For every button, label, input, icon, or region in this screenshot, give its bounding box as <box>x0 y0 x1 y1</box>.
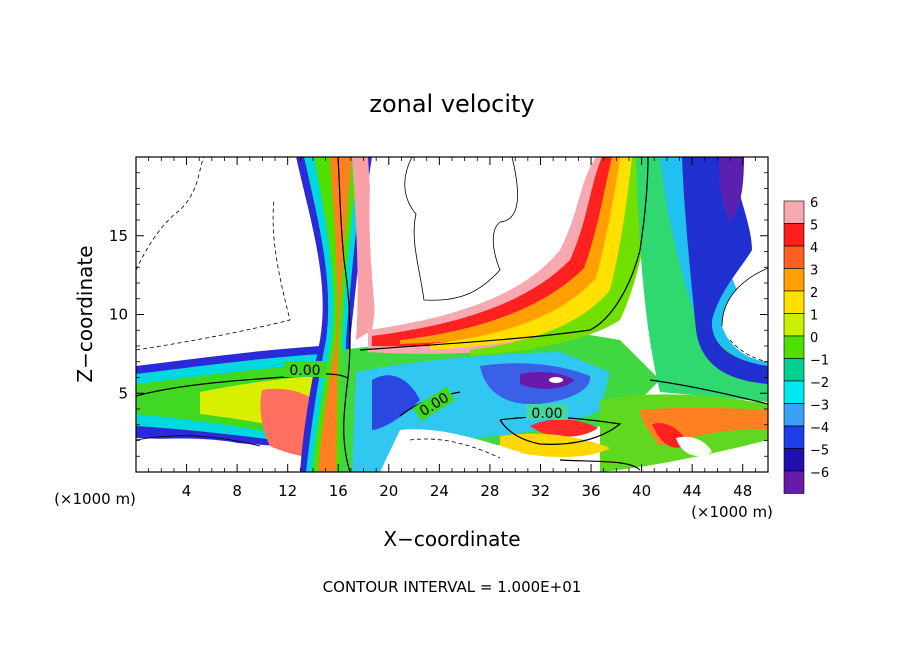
colorbar-label: −5 <box>810 444 829 459</box>
colorbar-swatch <box>783 448 805 472</box>
x-tick-label: 44 <box>683 482 702 500</box>
x-axis-label: X−coordinate <box>383 527 520 551</box>
field-bottom-right-white <box>676 436 712 456</box>
x-tick-label: 28 <box>480 482 499 500</box>
contour-thin-2 <box>136 435 261 447</box>
contour-thin-3 <box>721 267 768 327</box>
x-unit-left: (×1000 m) <box>54 490 136 508</box>
field-column-orange <box>318 157 352 472</box>
colorbar-label: 6 <box>810 196 818 211</box>
y-tick-label: 5 <box>118 384 128 402</box>
plot-area: 0.00 0.00 0.00 <box>136 157 768 472</box>
field-right-blue <box>682 157 768 384</box>
colorbar-label: −4 <box>810 421 829 436</box>
colorbar-swatch <box>783 313 805 337</box>
x-axis-ticks: 4 8 12 16 20 24 28 32 36 40 44 48 <box>148 157 756 500</box>
x-tick-label: 32 <box>531 482 550 500</box>
colorbar-label: 5 <box>810 219 818 234</box>
field-center-white-spot <box>549 377 563 383</box>
contour-label-1: 0.00 <box>289 363 320 379</box>
x-tick-label: 36 <box>581 482 600 500</box>
colorbar-label: 1 <box>810 309 818 324</box>
colorbar-swatch <box>783 425 805 449</box>
field-jet-green <box>470 157 656 356</box>
x-tick-label: 40 <box>632 482 651 500</box>
contour-zero-jet <box>359 157 649 351</box>
colorbar-label: 3 <box>810 264 818 279</box>
colorbar-label: −3 <box>810 399 829 414</box>
field-right-white <box>722 268 768 362</box>
contour-thin-1 <box>404 157 518 301</box>
y-axis-ticks: 5 10 15 <box>109 172 768 457</box>
colorbar-label: 4 <box>810 241 818 256</box>
contour-dashed-2 <box>136 199 291 351</box>
x-tick-label: 24 <box>430 482 449 500</box>
x-tick-label: 12 <box>278 482 297 500</box>
colorbar-label: −2 <box>810 376 829 391</box>
x-unit-right: (×1000 m) <box>691 503 773 521</box>
field-bottom-yellow-blob <box>500 433 610 457</box>
colorbar-swatch <box>783 200 805 224</box>
field-center-purple <box>520 372 574 389</box>
colorbar-label: 2 <box>810 286 818 301</box>
field-jet-orange <box>400 157 632 344</box>
colorbar-swatch <box>783 268 805 292</box>
contour-dashed-1 <box>136 157 205 271</box>
field-white-lower-left <box>136 438 280 472</box>
colorbar-label: 0 <box>810 331 818 346</box>
contour-zero-left <box>136 157 351 397</box>
y-tick-label: 15 <box>109 227 128 245</box>
colorbar-swatch <box>783 470 805 494</box>
field-jet-yellow <box>430 157 640 350</box>
colorbar-label: −1 <box>810 354 829 369</box>
field-white-upper-left <box>136 157 322 360</box>
colorbar-swatch <box>783 290 805 314</box>
contour-interval-note: CONTOUR INTERVAL = 1.000E+01 <box>323 578 582 596</box>
y-tick-label: 10 <box>109 306 128 324</box>
colorbar-swatch <box>783 403 805 427</box>
x-tick-label: 48 <box>733 482 752 500</box>
x-tick-label: 20 <box>379 482 398 500</box>
chart-title: zonal velocity <box>369 90 534 118</box>
colorbar-swatch <box>783 245 805 269</box>
field-column-green <box>312 157 360 472</box>
field-right-purple <box>719 157 744 222</box>
x-tick-label: 16 <box>329 482 348 500</box>
contour-zero-center <box>343 377 351 472</box>
colorbar-label: −6 <box>810 466 829 481</box>
field-center-blue-2 <box>372 375 420 430</box>
colorbar-swatch <box>783 380 805 404</box>
y-axis-label: Z−coordinate <box>73 245 97 382</box>
x-tick-label: 8 <box>232 482 242 500</box>
field-white-upper-middle <box>369 157 580 322</box>
x-tick-label: 4 <box>182 482 192 500</box>
contour-dashed-3 <box>409 438 501 459</box>
colorbar-swatch <box>783 223 805 247</box>
field-white-lower-center <box>380 429 540 472</box>
colorbar-swatch <box>783 335 805 359</box>
contour-label-3: 0.00 <box>531 406 562 422</box>
field-bottom-red-blob <box>530 419 598 437</box>
colorbar-swatch <box>783 358 805 382</box>
colorbar: 6 5 4 3 2 1 0 −1 −2 −3 −4 −5 −6 <box>783 196 829 494</box>
